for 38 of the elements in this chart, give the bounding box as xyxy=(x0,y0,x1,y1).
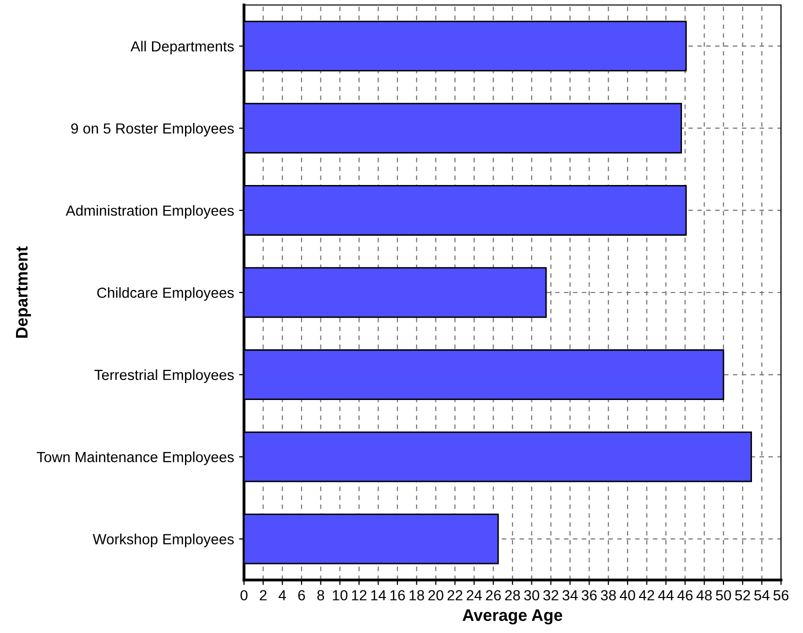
y-tick-label: Workshop Employees xyxy=(92,534,234,548)
y-tick-label: Terrestrial Employees xyxy=(94,369,234,383)
x-tick-label: 4 xyxy=(278,590,286,600)
x-tick-label: 24 xyxy=(466,590,482,600)
x-tick-label: 6 xyxy=(298,590,305,600)
x-tick-label: 2 xyxy=(260,590,266,600)
x-tick-label: 18 xyxy=(410,590,424,600)
x-tick-label: 28 xyxy=(505,590,520,600)
x-tick-label: 48 xyxy=(696,590,712,600)
x-tick-label: 26 xyxy=(486,590,501,600)
x-tick-label: 0 xyxy=(240,590,248,600)
x-tick-label: 54 xyxy=(754,590,770,600)
x-tick-label: 14 xyxy=(371,590,386,600)
x-tick-label: 10 xyxy=(332,590,348,600)
x-tick-label: 52 xyxy=(735,590,750,600)
x-tick-label: 36 xyxy=(582,590,597,600)
x-tick-label: 16 xyxy=(390,590,405,600)
x-tick-label: 32 xyxy=(543,590,558,600)
x-tick-label: 22 xyxy=(448,590,462,600)
y-tick-label: Administration Employees xyxy=(66,205,234,219)
x-tick-label: 46 xyxy=(677,590,693,600)
x-axis-title: Average Age xyxy=(462,609,562,624)
y-tick-label: Town Maintenance Employees xyxy=(36,452,234,466)
x-tick-label: 12 xyxy=(352,590,366,600)
x-tick-label: 42 xyxy=(638,590,654,600)
x-tick-label: 50 xyxy=(716,590,732,600)
x-tick-label: 44 xyxy=(658,590,674,600)
x-tick-label: 40 xyxy=(620,590,636,600)
x-tick-label: 30 xyxy=(524,590,540,600)
y-tick-label: Childcare Employees xyxy=(97,287,234,301)
x-tick-label: 20 xyxy=(428,590,444,600)
y-axis-title: Department xyxy=(16,246,31,338)
x-tick-label: 8 xyxy=(317,590,324,600)
x-tick-label: 38 xyxy=(600,590,616,600)
y-tick-label: All Departments xyxy=(130,40,234,54)
x-tick-label: 34 xyxy=(562,590,578,600)
x-tick-label: 56 xyxy=(773,590,788,600)
y-tick-label: 9 on 5 Roster Employees xyxy=(71,122,234,137)
